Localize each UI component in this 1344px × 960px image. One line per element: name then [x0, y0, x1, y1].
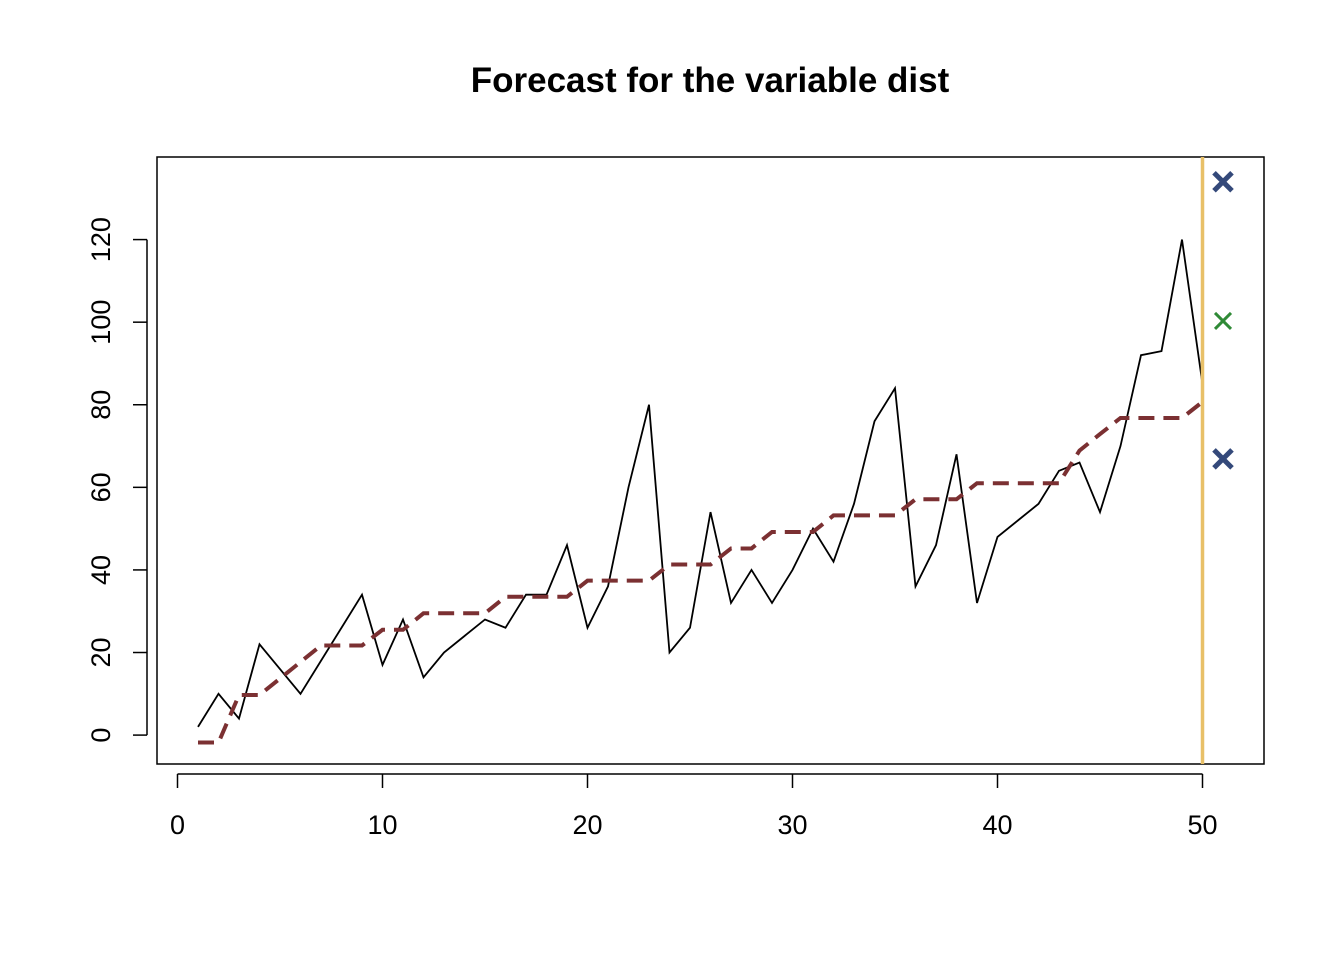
y-tick-label: 60	[86, 472, 116, 502]
chart-title: Forecast for the variable dist	[471, 61, 950, 100]
x-axis: 0 10 20 30 40 50	[170, 773, 1218, 840]
forecast-point-stroke	[1212, 171, 1234, 193]
y-tick-label: 100	[86, 300, 116, 345]
x-tick-label: 20	[572, 810, 602, 840]
forecast-point	[1212, 171, 1234, 193]
y-tick-label: 80	[86, 390, 116, 420]
actual-line	[197, 239, 1204, 728]
forecast-point	[1212, 448, 1234, 470]
x-tick-label: 10	[367, 810, 397, 840]
forecast-point-stroke	[1213, 311, 1233, 330]
x-tick-label: 0	[170, 810, 185, 840]
plot-frame	[156, 156, 1265, 765]
y-axis: 0 20 40 60 80 100 120	[86, 217, 148, 743]
forecast-layer	[1200, 157, 1234, 764]
x-tick-label: 40	[982, 810, 1012, 840]
y-tick-label: 120	[86, 217, 116, 262]
x-tick-label: 50	[1187, 810, 1217, 840]
x-tick-label: 30	[777, 810, 807, 840]
fitted-line	[198, 400, 1204, 745]
y-tick-label: 0	[86, 728, 116, 743]
forecast-point	[1213, 311, 1233, 330]
forecast-point-stroke	[1212, 448, 1234, 470]
y-tick-label: 40	[86, 555, 116, 585]
y-tick-label: 20	[86, 637, 116, 667]
series-layer	[197, 239, 1204, 745]
